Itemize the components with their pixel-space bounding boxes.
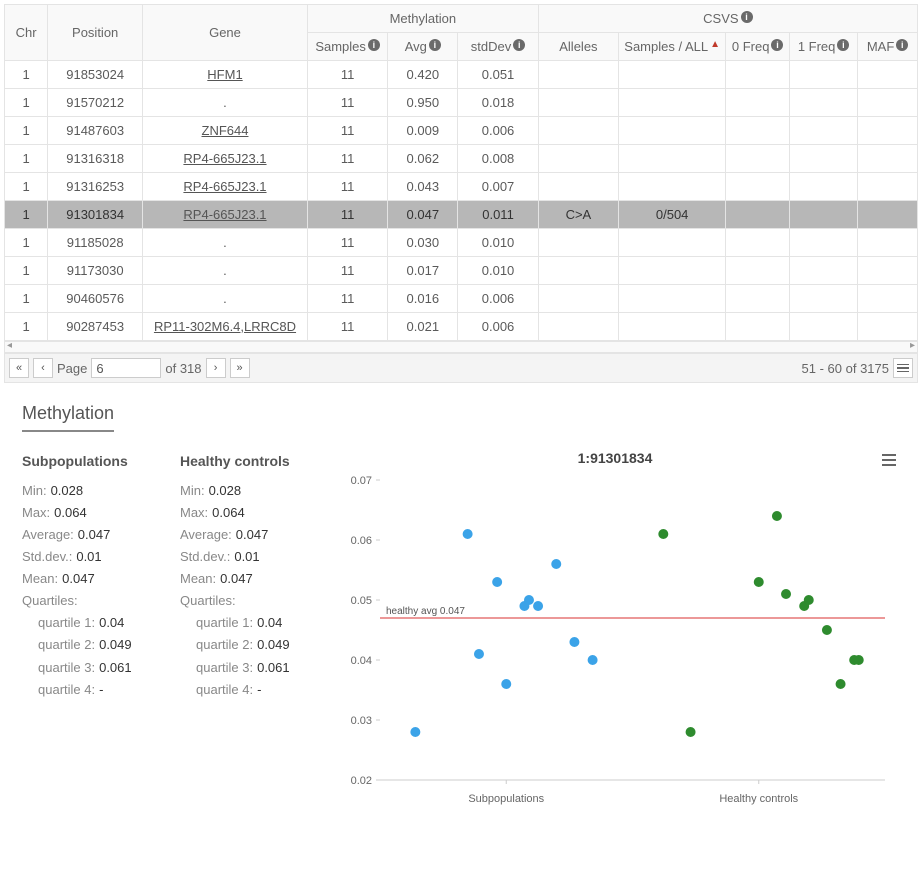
pager: « ‹ Page of 318 › » 51 - 60 of 3175 [4, 353, 918, 383]
svg-text:Healthy controls: Healthy controls [719, 793, 798, 805]
prev-page-button[interactable]: ‹ [33, 358, 53, 378]
col-group-csvs: CSVSi [538, 5, 917, 33]
scatter-chart: 0.02 0.03 0.04 0.05 0.06 0.07 Subpopulations He… [330, 470, 900, 810]
svg-text:0.04: 0.04 [351, 655, 372, 667]
gene-link[interactable]: RP4-665J23.1 [183, 151, 266, 166]
col-1freq[interactable]: 1 Freqi [790, 33, 858, 61]
svg-text:Subpopulations: Subpopulations [468, 793, 544, 805]
svg-text:0.06: 0.06 [351, 535, 372, 547]
data-table: Chr Position Gene Methylation CSVSi Samp… [4, 4, 918, 341]
table-row[interactable]: 191173030.110.0170.010 [5, 257, 918, 285]
last-page-button[interactable]: » [230, 358, 250, 378]
horizontal-scrollbar[interactable] [4, 341, 918, 353]
page-of-label: of 318 [165, 361, 201, 376]
tab-methylation[interactable]: Methylation [22, 401, 114, 432]
gene-link[interactable]: ZNF644 [202, 123, 249, 138]
gene-link[interactable]: RP11-302M6.4,LRRC8D [154, 319, 296, 334]
stats-header: Healthy controls [180, 450, 310, 474]
gene-link[interactable]: HFM1 [207, 67, 242, 82]
svg-text:0.05: 0.05 [351, 595, 372, 607]
csvs-label: CSVS [703, 11, 738, 26]
page-label: Page [57, 361, 87, 376]
info-icon[interactable]: i [837, 39, 849, 51]
next-page-button[interactable]: › [206, 358, 226, 378]
svg-text:0.03: 0.03 [351, 715, 372, 727]
col-avg[interactable]: Avgi [388, 33, 458, 61]
stats-header: Subpopulations [22, 450, 152, 474]
col-samples-all[interactable]: Samples / ALL▲ [619, 33, 726, 61]
svg-text:0.07: 0.07 [351, 475, 372, 487]
chart-menu-icon[interactable] [878, 450, 900, 470]
col-position[interactable]: Position [48, 5, 143, 61]
table-row[interactable]: 191185028.110.0300.010 [5, 229, 918, 257]
col-chr[interactable]: Chr [5, 5, 48, 61]
table-row[interactable]: 191487603ZNF644110.0090.006 [5, 117, 918, 145]
col-group-methylation: Methylation [307, 5, 538, 33]
info-icon[interactable]: i [741, 11, 753, 23]
info-icon[interactable]: i [429, 39, 441, 51]
table-row[interactable]: 191316253RP4-665J23.1110.0430.007 [5, 173, 918, 201]
info-icon[interactable]: i [771, 39, 783, 51]
col-maf[interactable]: MAFi [858, 33, 918, 61]
grid-menu-icon[interactable] [893, 358, 913, 378]
table-row[interactable]: 191301834RP4-665J23.1110.0470.011C>A0/50… [5, 201, 918, 229]
col-samples[interactable]: Samplesi [307, 33, 387, 61]
col-stddev[interactable]: stdDevi [458, 33, 538, 61]
col-alleles[interactable]: Alleles [538, 33, 618, 61]
gene-link[interactable]: RP4-665J23.1 [183, 179, 266, 194]
chart-title: 1:91301834 [330, 450, 900, 466]
page-input[interactable] [91, 358, 161, 378]
info-icon[interactable]: i [896, 39, 908, 51]
first-page-button[interactable]: « [9, 358, 29, 378]
table-row[interactable]: 191316318RP4-665J23.1110.0620.008 [5, 145, 918, 173]
table-row[interactable]: 190287453RP11-302M6.4,LRRC8D110.0210.006 [5, 313, 918, 341]
warning-icon[interactable]: ▲ [710, 39, 720, 50]
svg-text:0.02: 0.02 [351, 775, 372, 787]
info-icon[interactable]: i [513, 39, 525, 51]
table-row[interactable]: 190460576.110.0160.006 [5, 285, 918, 313]
table-row[interactable]: 191570212.110.9500.018 [5, 89, 918, 117]
page-range: 51 - 60 of 3175 [802, 361, 889, 376]
col-gene[interactable]: Gene [143, 5, 308, 61]
stats-panel: SubpopulationsMin:0.028Max:0.064Average:… [22, 450, 310, 813]
col-0freq[interactable]: 0 Freqi [726, 33, 790, 61]
table-row[interactable]: 191853024HFM1110.4200.051 [5, 61, 918, 89]
info-icon[interactable]: i [368, 39, 380, 51]
svg-text:healthy avg 0.047: healthy avg 0.047 [386, 606, 465, 617]
gene-link[interactable]: RP4-665J23.1 [183, 207, 266, 222]
